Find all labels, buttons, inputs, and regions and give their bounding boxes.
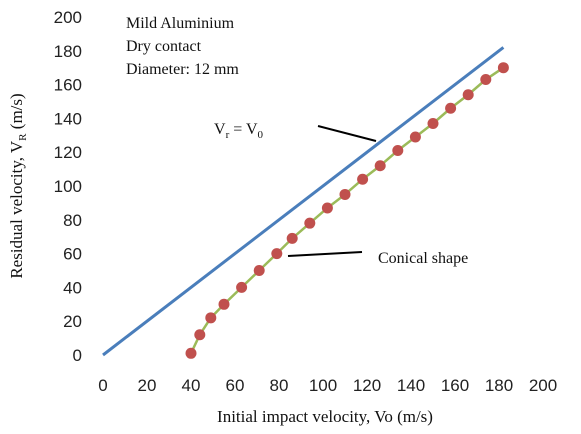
x-tick-label: 120 xyxy=(353,376,381,395)
info-contact: Dry contact xyxy=(126,38,202,55)
data-point xyxy=(205,312,217,324)
data-point xyxy=(339,188,351,200)
x-tick-label: 40 xyxy=(182,376,201,395)
y-tick-label: 40 xyxy=(63,278,82,297)
x-tick-label: 140 xyxy=(397,376,425,395)
x-axis-title: Initial impact velocity, Vo (m/s) xyxy=(217,407,433,426)
data-point xyxy=(304,217,316,229)
info-material: Mild Aluminium xyxy=(126,15,235,32)
x-tick-label: 200 xyxy=(529,376,557,395)
y-axis-title: Residual velocity, VR (m/s) xyxy=(7,93,29,278)
info-diameter: Diameter: 12 mm xyxy=(126,61,239,78)
y-axis-title-main: Residual velocity, V xyxy=(7,140,26,279)
y-tick-label: 200 xyxy=(54,8,82,27)
data-point xyxy=(218,298,230,310)
x-tick-label: 100 xyxy=(309,376,337,395)
y-tick-label: 20 xyxy=(63,312,82,331)
series-layer xyxy=(102,46,509,359)
conical-callout-line xyxy=(287,251,363,257)
y-tick-label: 180 xyxy=(54,42,82,61)
data-point xyxy=(253,265,265,276)
y-axis-title-unit: (m/s) xyxy=(7,93,26,133)
data-point xyxy=(409,131,421,143)
reference-label-equals: = V xyxy=(229,121,258,138)
y-axis-title-sub: R xyxy=(17,133,29,141)
data-point xyxy=(271,248,283,260)
x-tick-label: 180 xyxy=(485,376,513,395)
reference-label-sub-r: r xyxy=(226,129,230,141)
reference-label-sub-0: 0 xyxy=(258,129,264,141)
y-tick-label: 100 xyxy=(54,177,82,196)
data-point xyxy=(445,102,457,114)
data-point xyxy=(194,329,206,341)
data-point xyxy=(286,232,298,244)
data-point xyxy=(321,202,333,214)
y-tick-label: 80 xyxy=(63,211,82,230)
x-tick-label: 0 xyxy=(98,376,107,395)
x-tick-label: 20 xyxy=(138,376,157,395)
reference-callout-line xyxy=(317,125,377,142)
data-point xyxy=(462,89,474,101)
data-point xyxy=(374,160,386,172)
data-point xyxy=(357,173,369,185)
conical-series-label: Conical shape xyxy=(378,250,468,267)
series-line xyxy=(102,46,505,357)
y-tick-label: 120 xyxy=(54,143,82,162)
data-point xyxy=(236,281,248,293)
x-tick-label: 160 xyxy=(441,376,469,395)
data-point xyxy=(497,62,509,74)
data-point xyxy=(185,347,197,359)
data-point xyxy=(427,117,439,129)
series-line xyxy=(189,66,505,354)
data-point xyxy=(480,74,492,86)
y-tick-label: 0 xyxy=(73,346,82,365)
y-tick-label: 160 xyxy=(54,76,82,95)
y-tick-label: 140 xyxy=(54,109,82,128)
reference-line-label: Vr = V0 xyxy=(214,121,264,141)
x-tick-label: 80 xyxy=(270,376,289,395)
tick-labels: 0 20 40 60 80 100 120 140 160 180 200 0 20 40 60 80 100 1… xyxy=(54,8,558,395)
data-point xyxy=(392,145,404,157)
x-tick-label: 60 xyxy=(226,376,245,395)
y-tick-label: 60 xyxy=(63,245,82,264)
reference-label-v: V xyxy=(214,121,226,138)
